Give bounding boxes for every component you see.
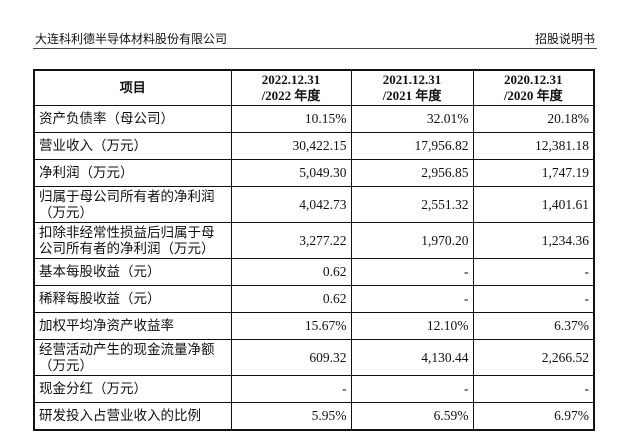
table-row: 净利润（万元） 5,049.30 2,956.85 1,747.19 [33,159,595,187]
cell-value: 609.32 [230,339,352,376]
row-label: 研发投入占营业收入的比例 [33,402,232,431]
cell-value: 6.37% [472,312,595,340]
cell-value: 6.59% [350,402,474,431]
cell-value: 6.97% [472,402,595,431]
table-row: 资产负债率（母公司） 10.15% 32.01% 20.18% [33,105,595,133]
cell-value: - [230,375,352,403]
row-label: 现金分红（万元） [33,375,232,403]
table-row: 研发投入占营业收入的比例 5.95% 6.59% 6.97% [33,402,595,431]
cell-value: 2,956.85 [350,159,474,187]
cell-value: 4,042.73 [230,186,352,223]
cell-value: 12.10% [350,312,474,340]
column-header: 2021.12.31/2021 年度 [350,69,474,106]
cell-value: 10.15% [230,105,352,133]
row-label: 净利润（万元） [33,159,232,187]
cell-value: 3,277.22 [230,222,352,259]
cell-value: - [472,375,595,403]
cell-value: 4,130.44 [350,339,474,376]
table-row: 归属于母公司所有者的净利润（万元） 4,042.73 2,551.32 1,401.6… [33,186,595,223]
row-label: 加权平均净资产收益率 [33,312,232,340]
row-label: 基本每股收益（元） [33,258,232,286]
cell-value: - [350,285,474,313]
table-row: 加权平均净资产收益率 15.67% 12.10% 6.37% [33,312,595,340]
cell-value: 1,970.20 [350,222,474,259]
cell-value: 0.62 [230,258,352,286]
financial-indicators-table: 项目 2022.12.31/2022 年度 2021.12.31/2021 年度… [33,69,595,431]
table-row: 基本每股收益（元） 0.62- - [33,258,595,286]
cell-value: 1,401.61 [472,186,595,223]
cell-value: 2,551.32 [350,186,474,223]
row-label: 资产负债率（母公司） [33,105,232,133]
cell-value: 12,381.18 [472,132,595,160]
document-type: 招股说明书 [534,32,595,46]
column-header: 项目 [33,69,232,106]
cell-value: 1,747.19 [472,159,595,187]
cell-value: - [472,285,595,313]
cell-value: 17,956.82 [350,132,474,160]
table-row: 稀释每股收益（元） 0.62- - [33,285,595,313]
row-label: 稀释每股收益（元） [33,285,232,313]
cell-value: 30,422.15 [230,132,352,160]
cell-value: - [350,258,474,286]
column-header: 2022.12.31/2022 年度 [230,69,352,106]
row-label: 扣除非经常性损益后归属于母公司所有者的净利润（万元） [33,222,232,259]
header-divider [33,48,597,49]
row-label: 经营活动产生的现金流量净额（万元） [33,339,232,376]
cell-value: 15.67% [230,312,352,340]
cell-value: 32.01% [350,105,474,133]
cell-value: 2,266.52 [472,339,595,376]
cell-value: - [472,258,595,286]
table-row: 营业收入（万元） 30,422.15 17,956.82 12,381.18 [33,132,595,160]
table-header-row: 项目 2022.12.31/2022 年度 2021.12.31/2021 年度… [33,69,595,106]
column-header: 2020.12.31/2020 年度 [472,69,595,106]
cell-value: 5.95% [230,402,352,431]
row-label: 归属于母公司所有者的净利润（万元） [33,186,232,223]
table-row: 现金分红（万元） - - - [33,375,595,403]
row-label: 营业收入（万元） [33,132,232,160]
table-row: 经营活动产生的现金流量净额（万元） 609.32 4,130.44 2,266.52 [33,339,595,376]
table-row: 扣除非经常性损益后归属于母公司所有者的净利润（万元） 3,277.22 1,970.… [33,222,595,259]
company-name: 大连科利德半导体材料股份有限公司 [35,32,228,46]
cell-value: 20.18% [472,105,595,133]
cell-value: - [350,375,474,403]
cell-value: 0.62 [230,285,352,313]
cell-value: 1,234.36 [472,222,595,259]
cell-value: 5,049.30 [230,159,352,187]
